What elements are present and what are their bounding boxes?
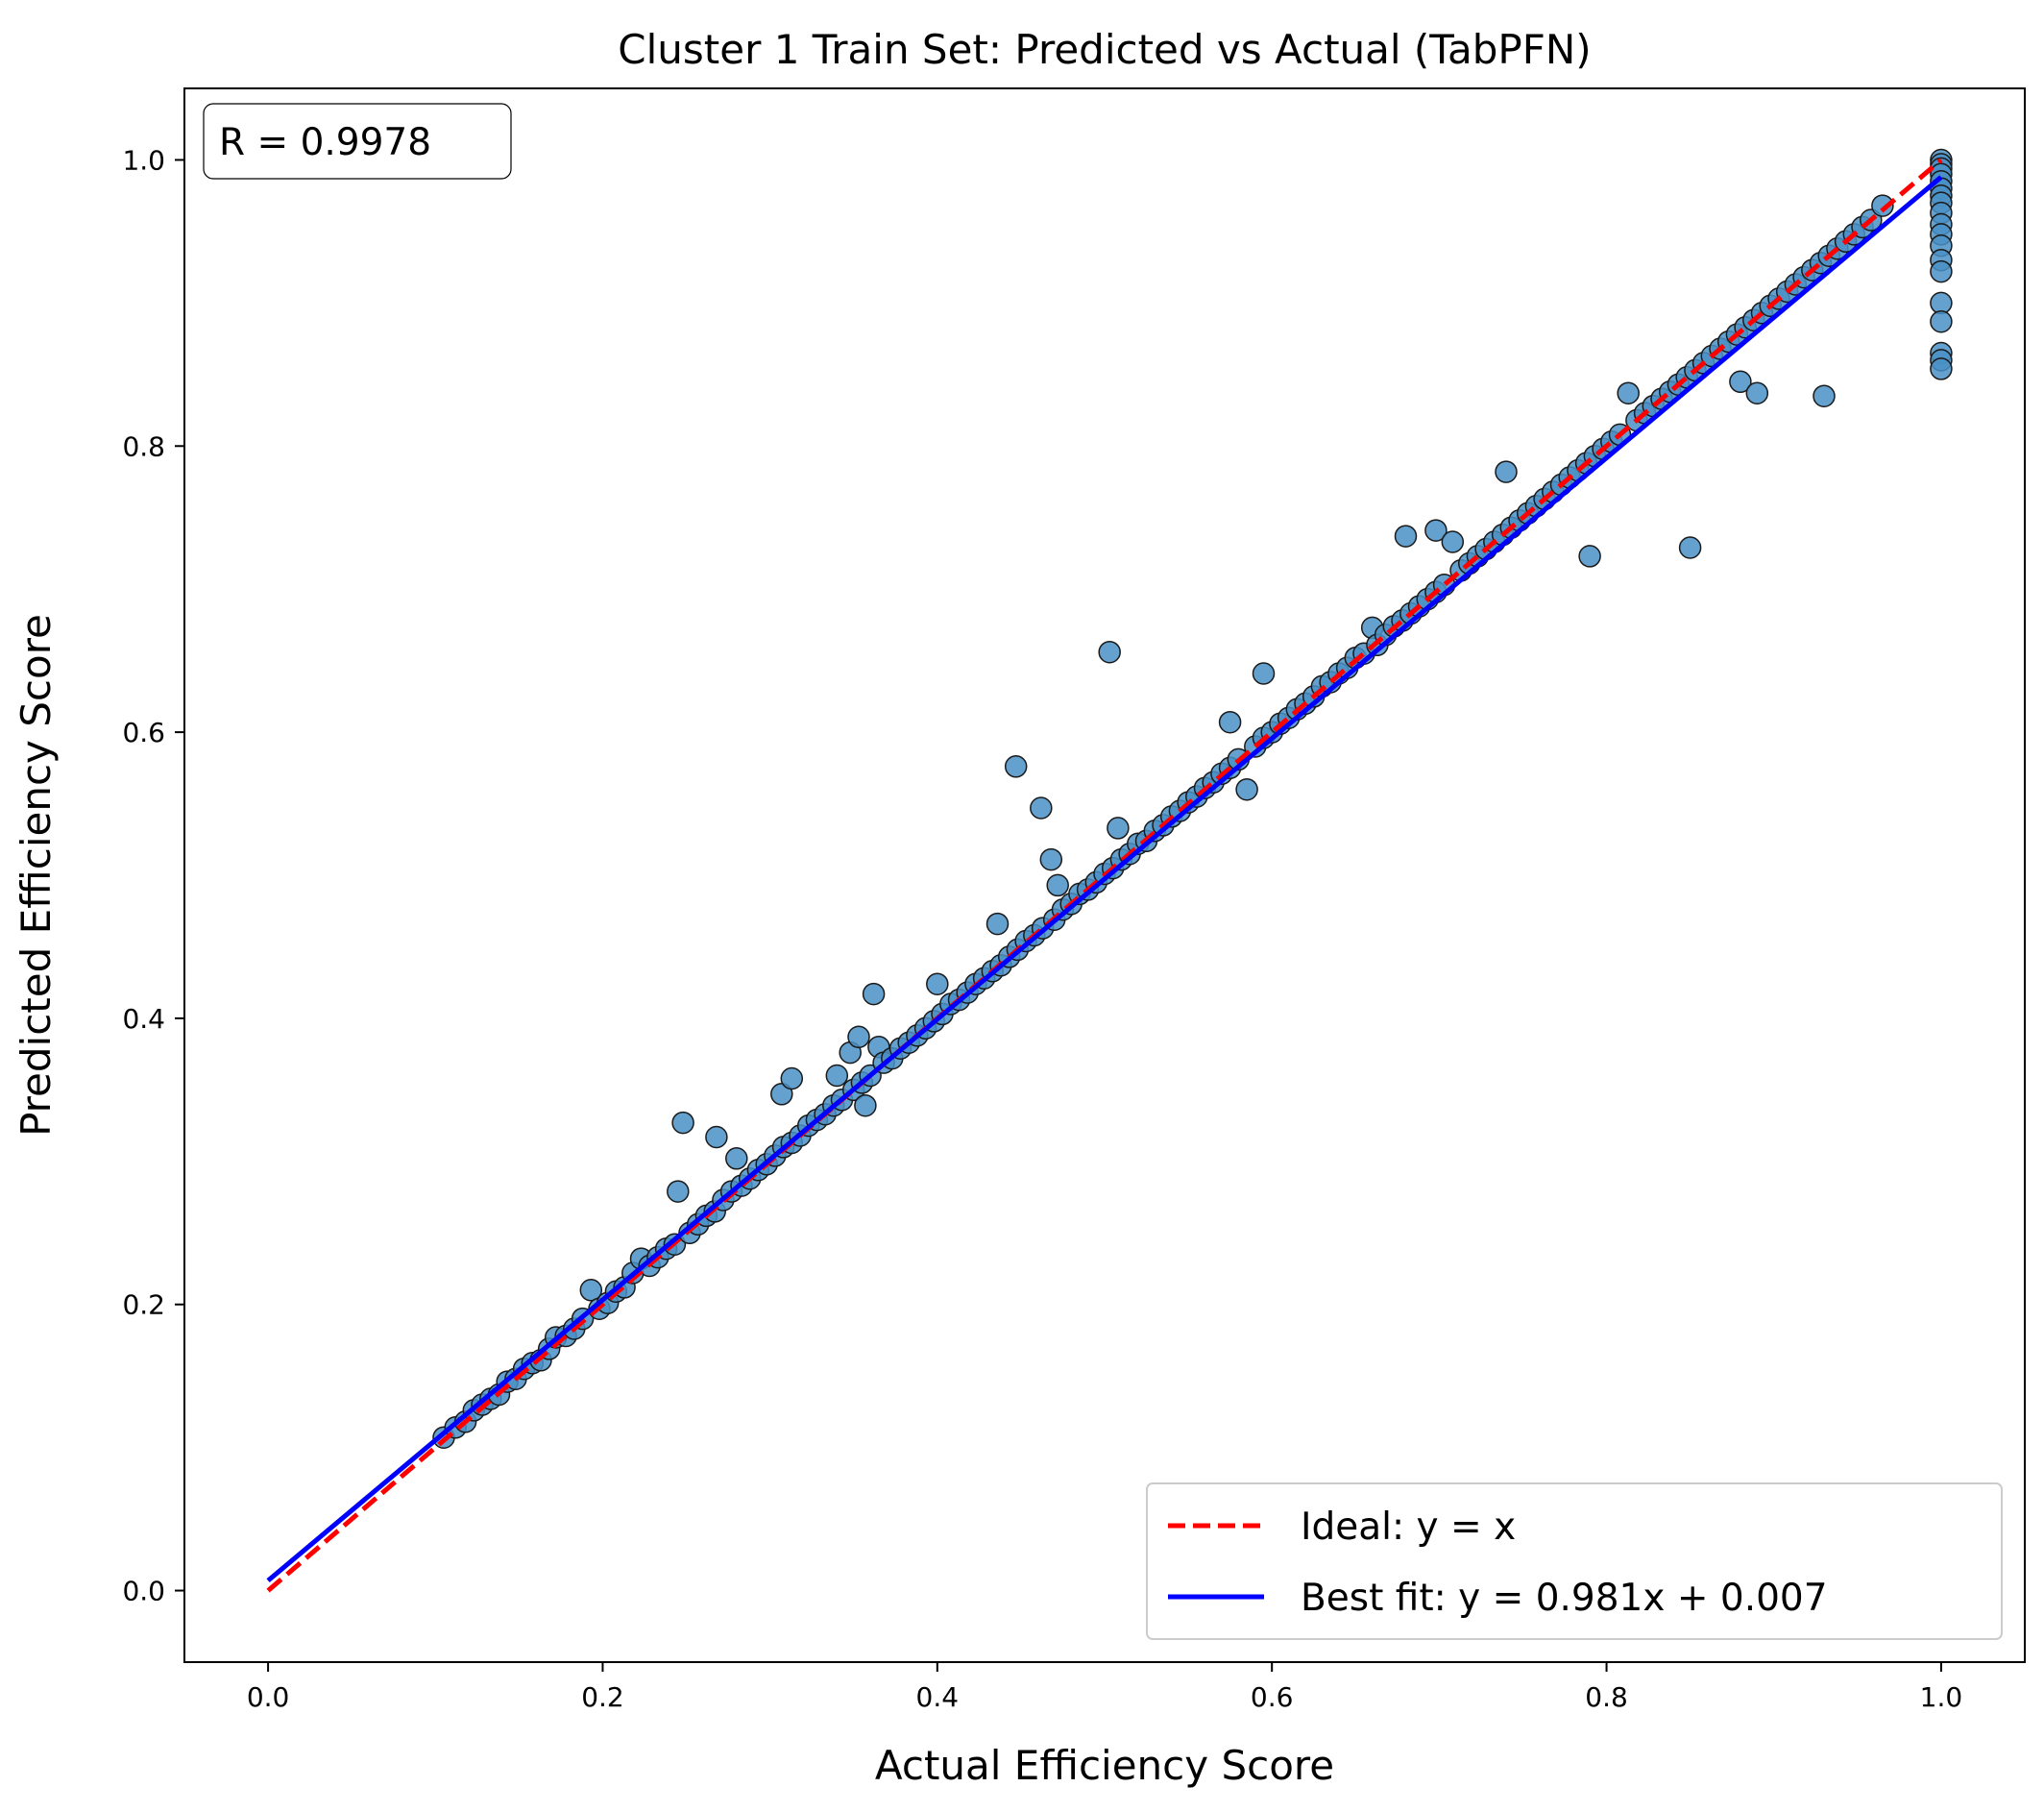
data-point <box>1098 640 1121 664</box>
x-tick-label: 0.0 <box>247 1681 290 1713</box>
y-tick-label: 1.0 <box>122 144 165 176</box>
y-tick-label: 0.0 <box>122 1576 165 1607</box>
data-point <box>1578 545 1601 568</box>
data-point <box>1678 536 1702 559</box>
data-point <box>1441 530 1465 553</box>
data-point <box>854 1093 877 1117</box>
data-point <box>926 972 949 995</box>
data-point <box>1218 710 1242 734</box>
x-tick-label: 0.8 <box>1585 1681 1628 1713</box>
data-point <box>1617 381 1640 404</box>
x-axis-title: Actual Efficiency Score <box>875 1742 1334 1789</box>
best-fit-line <box>266 175 1943 1583</box>
data-point <box>671 1111 694 1135</box>
ideal-line <box>266 158 1943 1593</box>
data-point <box>579 1279 603 1302</box>
data-point <box>986 912 1010 936</box>
data-point <box>1030 796 1053 820</box>
y-axis-title: Predicted Efficiency Score <box>12 614 60 1137</box>
data-point <box>1930 309 1953 333</box>
data-point <box>770 1083 793 1106</box>
data-point <box>1039 847 1063 871</box>
data-point <box>1930 357 1953 380</box>
data-point <box>1495 460 1518 483</box>
y-tick-label: 0.2 <box>122 1289 165 1321</box>
correlation-annotation: R = 0.9978 <box>203 103 512 180</box>
data-point <box>780 1066 804 1090</box>
data-point <box>1235 777 1258 801</box>
y-tick-label: 0.8 <box>122 430 165 462</box>
ticks-layer: 0.0 0.2 0.4 0.6 0.8 1.0 0.0 0.2 0.4 0.6 0.8 1.0 <box>122 144 1962 1713</box>
plot-frame <box>183 87 2026 1663</box>
data-point <box>1394 525 1418 548</box>
data-point <box>667 1180 690 1203</box>
x-tick-label: 0.2 <box>581 1681 624 1713</box>
legend-box <box>1146 1482 2003 1640</box>
legend: Ideal: y = x Best fit: y = 0.981x + 0.00… <box>1146 1482 2003 1640</box>
data-point <box>1004 755 1028 778</box>
data-point <box>862 982 886 1006</box>
legend-label-best-fit: Best fit: y = 0.981x + 0.007 <box>1301 1577 1828 1620</box>
data-point <box>705 1125 728 1149</box>
x-tick-label: 1.0 <box>1920 1681 1963 1713</box>
chart-title: Cluster 1 Train Set: Predicted vs Actual… <box>618 26 1591 73</box>
data-point <box>1252 662 1276 685</box>
fit-lines-layer <box>266 158 1943 1593</box>
data-point <box>1424 519 1448 542</box>
data-point <box>1930 259 1953 283</box>
data-point <box>1745 381 1769 404</box>
legend-label-ideal: Ideal: y = x <box>1301 1506 1516 1549</box>
data-point <box>1107 817 1130 840</box>
data-point <box>1813 384 1836 407</box>
data-point <box>1046 873 1069 897</box>
data-point <box>1729 370 1752 394</box>
y-tick-label: 0.4 <box>122 1003 165 1035</box>
annotation-box <box>203 103 512 180</box>
data-point <box>847 1025 870 1049</box>
data-point <box>725 1147 748 1170</box>
data-point <box>825 1064 849 1088</box>
annotation-text: R = 0.9978 <box>219 121 431 164</box>
x-tick-label: 0.4 <box>916 1681 960 1713</box>
x-tick-label: 0.6 <box>1251 1681 1294 1713</box>
y-tick-label: 0.6 <box>122 717 165 748</box>
data-point <box>1871 194 1894 217</box>
